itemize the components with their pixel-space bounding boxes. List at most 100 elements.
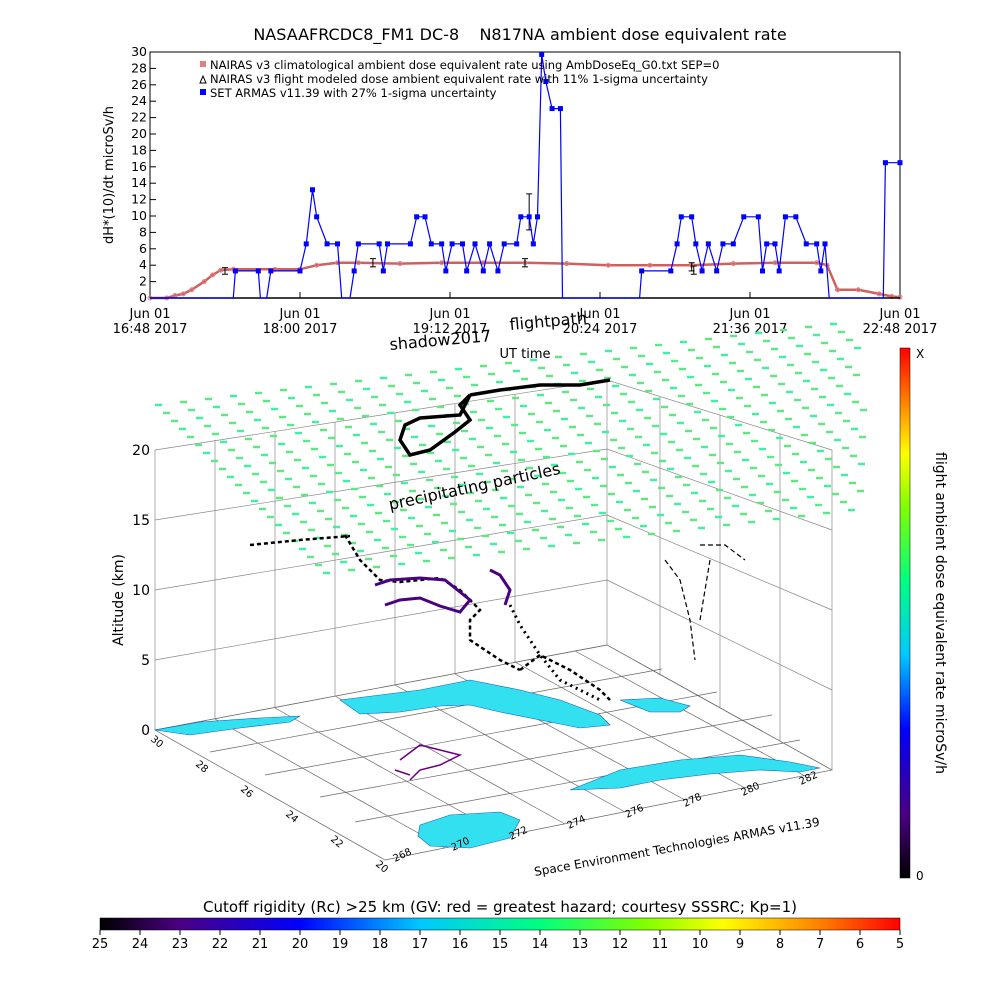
- z-tick-0: 0: [141, 723, 150, 739]
- ts-armas-point-63: [776, 268, 782, 274]
- ts-armas-point-50: [678, 214, 684, 220]
- legend-label-modeled: NAIRAS v3 flight modeled dose ambient eq…: [210, 72, 708, 86]
- flight-path: [249, 378, 746, 781]
- lat-tick-26: 26: [238, 784, 255, 801]
- z-tick-10: 10: [132, 583, 150, 599]
- ts-y-tick-label-8: 8: [139, 224, 147, 239]
- cbb-tick-label-10: 10: [692, 937, 709, 952]
- cbb-tick-label-14: 14: [532, 937, 549, 952]
- ts-clim-point-6: [210, 272, 215, 278]
- flight-path-right: [664, 544, 746, 661]
- ts-armas-point-22: [422, 214, 428, 220]
- ts-x-axis-label: UT time: [500, 347, 551, 362]
- ts-armas-point-11: [324, 241, 330, 247]
- ts-y-tick-label-0: 0: [139, 290, 147, 305]
- ts-armas-point-53: [699, 268, 705, 274]
- colorbar-right: X 0 flight ambient dose equivalent rate …: [899, 347, 948, 883]
- cbb-tick-label-13: 13: [572, 937, 589, 952]
- ts-clim-point-20: [647, 262, 653, 268]
- ts-armas-point-3: [255, 268, 261, 274]
- ts-armas-point-64: [782, 214, 788, 220]
- ts-armas-point-73: [882, 160, 888, 166]
- ts-armas-point-40: [543, 79, 549, 85]
- ts-y-tick-label-22: 22: [131, 110, 147, 125]
- flight-path-high: [398, 378, 611, 457]
- ts-x-tick-label2-0: 16:48 2017: [113, 322, 188, 337]
- colorbar-right-bar: [899, 347, 911, 879]
- ts-clim-point-3: [180, 291, 186, 297]
- ts-armas-point-56: [720, 241, 726, 247]
- ts-armas-point-8: [303, 241, 309, 247]
- cbb-tick-label-12: 12: [612, 937, 629, 952]
- lon-tick-276-4: 276: [624, 803, 646, 821]
- ts-y-tick-label-28: 28: [131, 60, 147, 75]
- ts-armas-point-25: [443, 268, 449, 274]
- colorbar-bottom: Cutoff rigidity (Rc) >25 km (GV: red = g…: [92, 898, 904, 952]
- ts-x-tick-label1-5: Jun 01: [879, 307, 921, 322]
- flight-path-ground: [394, 744, 463, 781]
- ts-armas-point-20: [407, 241, 413, 247]
- cbb-tick-label-8: 8: [776, 937, 784, 952]
- z-tick-5: 5: [141, 653, 150, 669]
- cbb-tick-label-25: 25: [92, 937, 109, 952]
- ts-armas-point-21: [414, 214, 420, 220]
- ts-x-tick-label1-4: Jun 01: [729, 307, 771, 322]
- cbb-tick-label-20: 20: [292, 937, 309, 952]
- ts-series-group: [147, 51, 903, 301]
- ts-armas-point-59: [755, 214, 761, 220]
- cbb-tick-label-24: 24: [132, 937, 149, 952]
- legend-label-climatological: NAIRAS v3 climatological ambient dose eq…: [210, 58, 719, 72]
- ts-y-tick-label-6: 6: [139, 241, 147, 256]
- ts-armas-point-61: [764, 241, 770, 247]
- ts-armas-point-52: [693, 241, 699, 247]
- ts-x-tick-label2-1: 18:00 2017: [263, 322, 338, 337]
- ts-clim-point-15: [439, 260, 445, 266]
- ts-y-tick-label-20: 20: [131, 126, 147, 141]
- cbb-tick-label-22: 22: [212, 937, 229, 952]
- ts-y-tick-label-18: 18: [131, 142, 147, 157]
- ts-armas-point-58: [741, 214, 747, 220]
- ts-y-tick-label-10: 10: [131, 208, 147, 223]
- lon-tick-278-5: 278: [682, 792, 704, 810]
- ts-armas-point-39: [539, 51, 545, 57]
- plot3d-z-ticks: 0 5 10 15 20: [132, 443, 150, 739]
- ts-armas-point-34: [514, 241, 520, 247]
- plot3d-land: [154, 679, 821, 849]
- ts-armas-point-9: [310, 187, 315, 193]
- legend-marker-modeled: [199, 74, 207, 84]
- ts-y-tick-label-16: 16: [131, 159, 147, 174]
- ts-y-tick-label-14: 14: [131, 175, 147, 190]
- ts-armas-point-2: [232, 268, 238, 274]
- cbb-tick-label-23: 23: [172, 937, 189, 952]
- flight-path-low: [374, 568, 512, 614]
- ts-armas-point-16: [355, 241, 361, 247]
- flight-path-descent: [508, 604, 601, 702]
- ts-y-tick-label-12: 12: [131, 192, 147, 207]
- ts-clim-point-11: [314, 262, 320, 268]
- lon-tick-268-0: 268: [392, 847, 414, 865]
- ts-armas-point-67: [814, 241, 820, 247]
- ts-armas-point-66: [803, 241, 809, 247]
- ts-clim-point-27: [855, 287, 861, 293]
- ts-armas-point-60: [760, 268, 765, 274]
- ts-armas-point-48: [668, 268, 674, 274]
- ts-armas-point-35: [518, 214, 524, 220]
- ts-armas-point-36: [526, 214, 532, 220]
- ts-clim-point-26: [835, 287, 840, 293]
- ts-clim-point-18: [564, 261, 570, 267]
- colorbar-bottom-ticks: 25 24 23 22 21 20 19 18 17 16 15 14 13 12 11 10 9 8 7 6 5: [92, 930, 904, 952]
- ts-armas-point-12: [335, 241, 340, 247]
- ts-armas-point-18: [380, 268, 386, 274]
- ts-armas-point-28: [464, 268, 470, 274]
- cbb-tick-label-17: 17: [412, 937, 429, 952]
- ts-armas-point-31: [487, 241, 493, 247]
- ts-armas-point-74: [897, 160, 903, 166]
- lat-tick-20: 20: [373, 859, 390, 876]
- ts-armas-point-10: [314, 214, 320, 220]
- ts-clim-point-13: [355, 260, 361, 266]
- ts-clim-point-28: [876, 291, 882, 297]
- ts-armas-point-23: [428, 241, 434, 247]
